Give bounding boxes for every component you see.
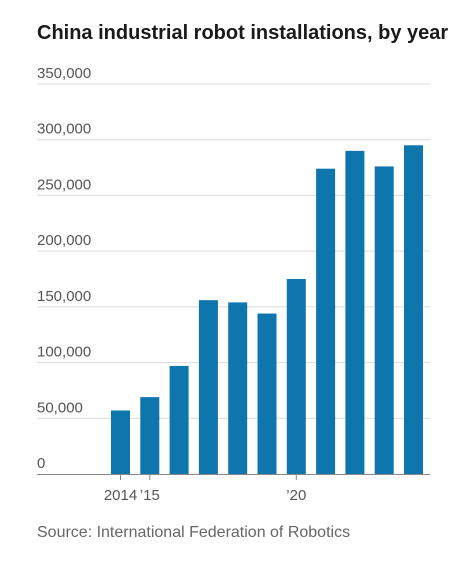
bars xyxy=(111,145,423,475)
y-tick-label: 200,000 xyxy=(37,232,91,249)
y-tick-label: 300,000 xyxy=(37,121,91,138)
bar-2019 xyxy=(257,313,277,474)
bar-2017 xyxy=(198,300,218,474)
y-tick-label: 350,000 xyxy=(37,65,91,82)
bar-2020 xyxy=(286,279,306,474)
bar-2015 xyxy=(140,397,160,474)
y-tick-label: 100,000 xyxy=(37,344,91,361)
x-axis-tick-labels: 2014’15 ’20 xyxy=(104,487,307,500)
x-axis xyxy=(37,474,430,480)
bar-2016 xyxy=(169,365,189,474)
bar-2018 xyxy=(228,302,248,474)
x-tick-label: ’15 xyxy=(140,487,160,500)
x-tick-label: ’20 xyxy=(286,487,306,500)
y-tick-label: 150,000 xyxy=(37,288,91,305)
bar-2022 xyxy=(345,150,365,474)
chart-title: China industrial robot installations, by… xyxy=(37,22,449,44)
bar-2023 xyxy=(374,166,394,474)
y-tick-label: 250,000 xyxy=(37,176,91,193)
y-axis-tick-labels: 0 50,000 100,000 150,000 200,000 250,000 300,0… xyxy=(37,65,91,472)
y-tick-label: 50,000 xyxy=(37,399,83,416)
source-note: Source: International Federation of Robo… xyxy=(37,524,351,541)
bar-2021 xyxy=(316,168,336,474)
bar-2024 xyxy=(404,145,423,475)
y-tick-label: 0 xyxy=(37,455,45,472)
bar-chart: 0 50,000 100,000 150,000 200,000 250,000 300,0… xyxy=(37,65,430,500)
x-tick-label: 2014 xyxy=(104,487,137,500)
bar-2014 xyxy=(111,410,130,474)
